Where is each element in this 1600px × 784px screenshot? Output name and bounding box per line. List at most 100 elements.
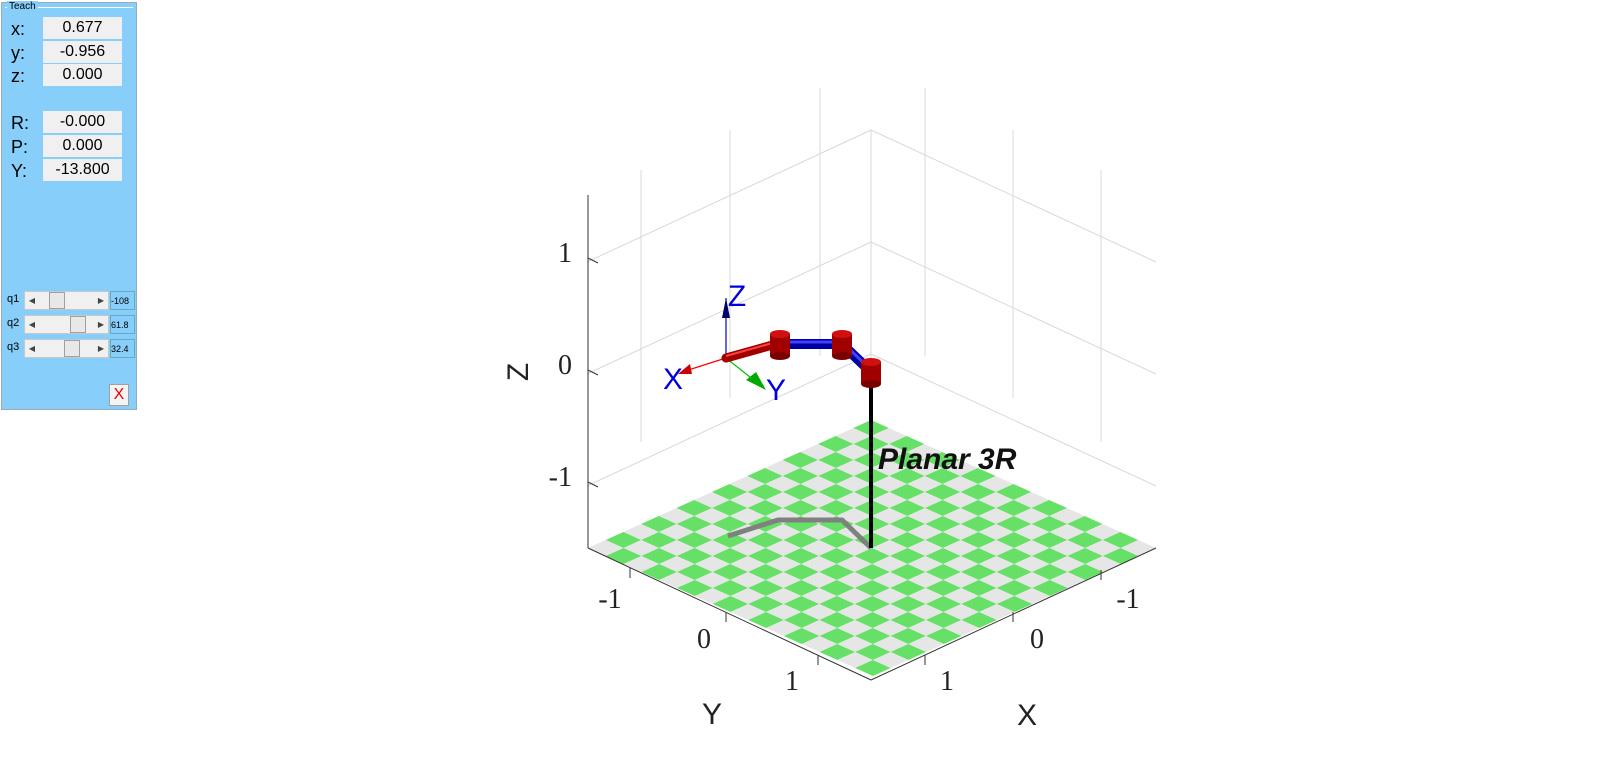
floor-tile <box>943 540 979 556</box>
floor-tile <box>978 588 1015 604</box>
floor-tile <box>765 492 801 508</box>
frame-x-arrow-icon <box>678 364 692 374</box>
slider-thumb[interactable] <box>70 316 87 333</box>
floor-tile <box>818 452 854 468</box>
floor-tile <box>978 556 1015 572</box>
floor-tile <box>960 516 997 532</box>
floor-tile <box>783 548 819 564</box>
slider-thumb[interactable] <box>63 340 80 357</box>
floor-tile <box>819 644 856 660</box>
floor-tile <box>712 580 749 596</box>
floor-tile <box>1032 580 1068 596</box>
floor-tile <box>730 572 766 588</box>
floor-tile <box>943 572 979 588</box>
z-tick-label: 1 <box>558 238 572 269</box>
joint-q2-value[interactable]: 61.8 <box>110 315 135 334</box>
floor-tile <box>747 468 783 484</box>
floor-tile <box>960 532 997 548</box>
floor-tile <box>694 588 731 604</box>
floor-tile <box>978 492 1014 508</box>
floor-tile <box>855 644 891 660</box>
floor-tile <box>908 604 944 620</box>
floor-tile <box>908 636 944 652</box>
frame-z-label: Z <box>728 280 746 313</box>
floor-tile <box>924 484 961 500</box>
floor-tile <box>694 556 731 572</box>
floor-tile <box>889 484 925 500</box>
floor-tile <box>872 572 908 588</box>
floor-tile <box>658 508 695 524</box>
floor-tile <box>801 636 838 652</box>
floor-tile <box>818 484 854 500</box>
floor-tile <box>818 500 854 516</box>
slider-left-arrow-icon[interactable]: ◀ <box>28 320 36 329</box>
y-axis-line <box>587 547 872 681</box>
grid-lines <box>586 88 1157 487</box>
floor-tile <box>730 540 766 556</box>
floor-tile <box>800 460 836 476</box>
floor-tile <box>924 468 961 484</box>
roll-value: -0.000 <box>43 111 122 133</box>
floor-tile <box>996 596 1033 612</box>
slider-right-arrow-icon[interactable]: ▶ <box>97 344 105 353</box>
floor-tile <box>818 564 855 580</box>
yaw-label: Y: <box>11 161 28 181</box>
floor-tile <box>889 532 926 548</box>
floor-tile <box>871 428 907 444</box>
y-tick-label: -1 <box>598 584 621 615</box>
z-tick-mark <box>587 257 599 264</box>
slider-right-arrow-icon[interactable]: ▶ <box>97 320 105 329</box>
joint-q1-value[interactable]: -108 <box>110 291 135 310</box>
pose-z-label: z: <box>11 66 26 86</box>
slider-thumb[interactable] <box>48 292 65 309</box>
floor-tile <box>676 548 713 564</box>
slider-left-arrow-icon[interactable]: ◀ <box>28 296 36 305</box>
slider-left-arrow-icon[interactable]: ◀ <box>28 344 36 353</box>
floor-tile <box>890 580 926 596</box>
robot-joint-2 <box>832 330 852 360</box>
floor-tile <box>1049 524 1085 540</box>
floor-tile <box>748 596 784 612</box>
floor-tile <box>925 564 961 580</box>
floor-tile <box>871 460 907 476</box>
floor-tile <box>890 596 926 612</box>
floor-tile <box>659 572 695 588</box>
pitch-value: 0.000 <box>43 135 122 157</box>
pose-x-label: x: <box>11 19 26 39</box>
floor-tile <box>730 588 766 604</box>
slider-right-arrow-icon[interactable]: ▶ <box>97 296 105 305</box>
floor-tile <box>712 516 748 532</box>
close-button[interactable]: X <box>109 384 129 406</box>
floor-tile <box>623 524 659 540</box>
floor-tile <box>871 476 907 492</box>
joint-q1-slider[interactable]: ◀ ▶ <box>24 291 109 310</box>
floor-tile <box>1049 508 1085 524</box>
floor-tile <box>942 476 978 492</box>
floor-tile <box>942 492 979 508</box>
floor-tile <box>889 548 926 564</box>
floor-tile <box>890 628 926 644</box>
floor-tile <box>764 460 801 476</box>
floor-tile <box>925 612 962 628</box>
floor-tile <box>996 548 1032 564</box>
floor-tile <box>924 500 961 516</box>
floor-tile <box>765 540 801 556</box>
pitch-label: P: <box>11 137 29 157</box>
frame-y-arrow-icon <box>746 372 766 390</box>
floor-tile <box>996 580 1033 596</box>
floor-tile <box>961 596 997 612</box>
floor-tile <box>817 436 854 452</box>
joint-q3-value[interactable]: 32.4 <box>110 339 135 358</box>
floor-tile <box>943 588 979 604</box>
floor-tile <box>1031 564 1068 580</box>
floor-tile <box>800 444 836 460</box>
joint-q1-label: q1 <box>7 293 20 305</box>
floor-tile <box>819 612 855 628</box>
floor-tile <box>961 580 997 596</box>
floor-tile <box>872 652 909 668</box>
joint-q3-slider[interactable]: ◀ ▶ <box>24 339 109 358</box>
joint-q2-slider[interactable]: ◀ ▶ <box>24 315 109 334</box>
floor-tile <box>605 532 642 548</box>
z-tick-mark <box>587 369 599 376</box>
